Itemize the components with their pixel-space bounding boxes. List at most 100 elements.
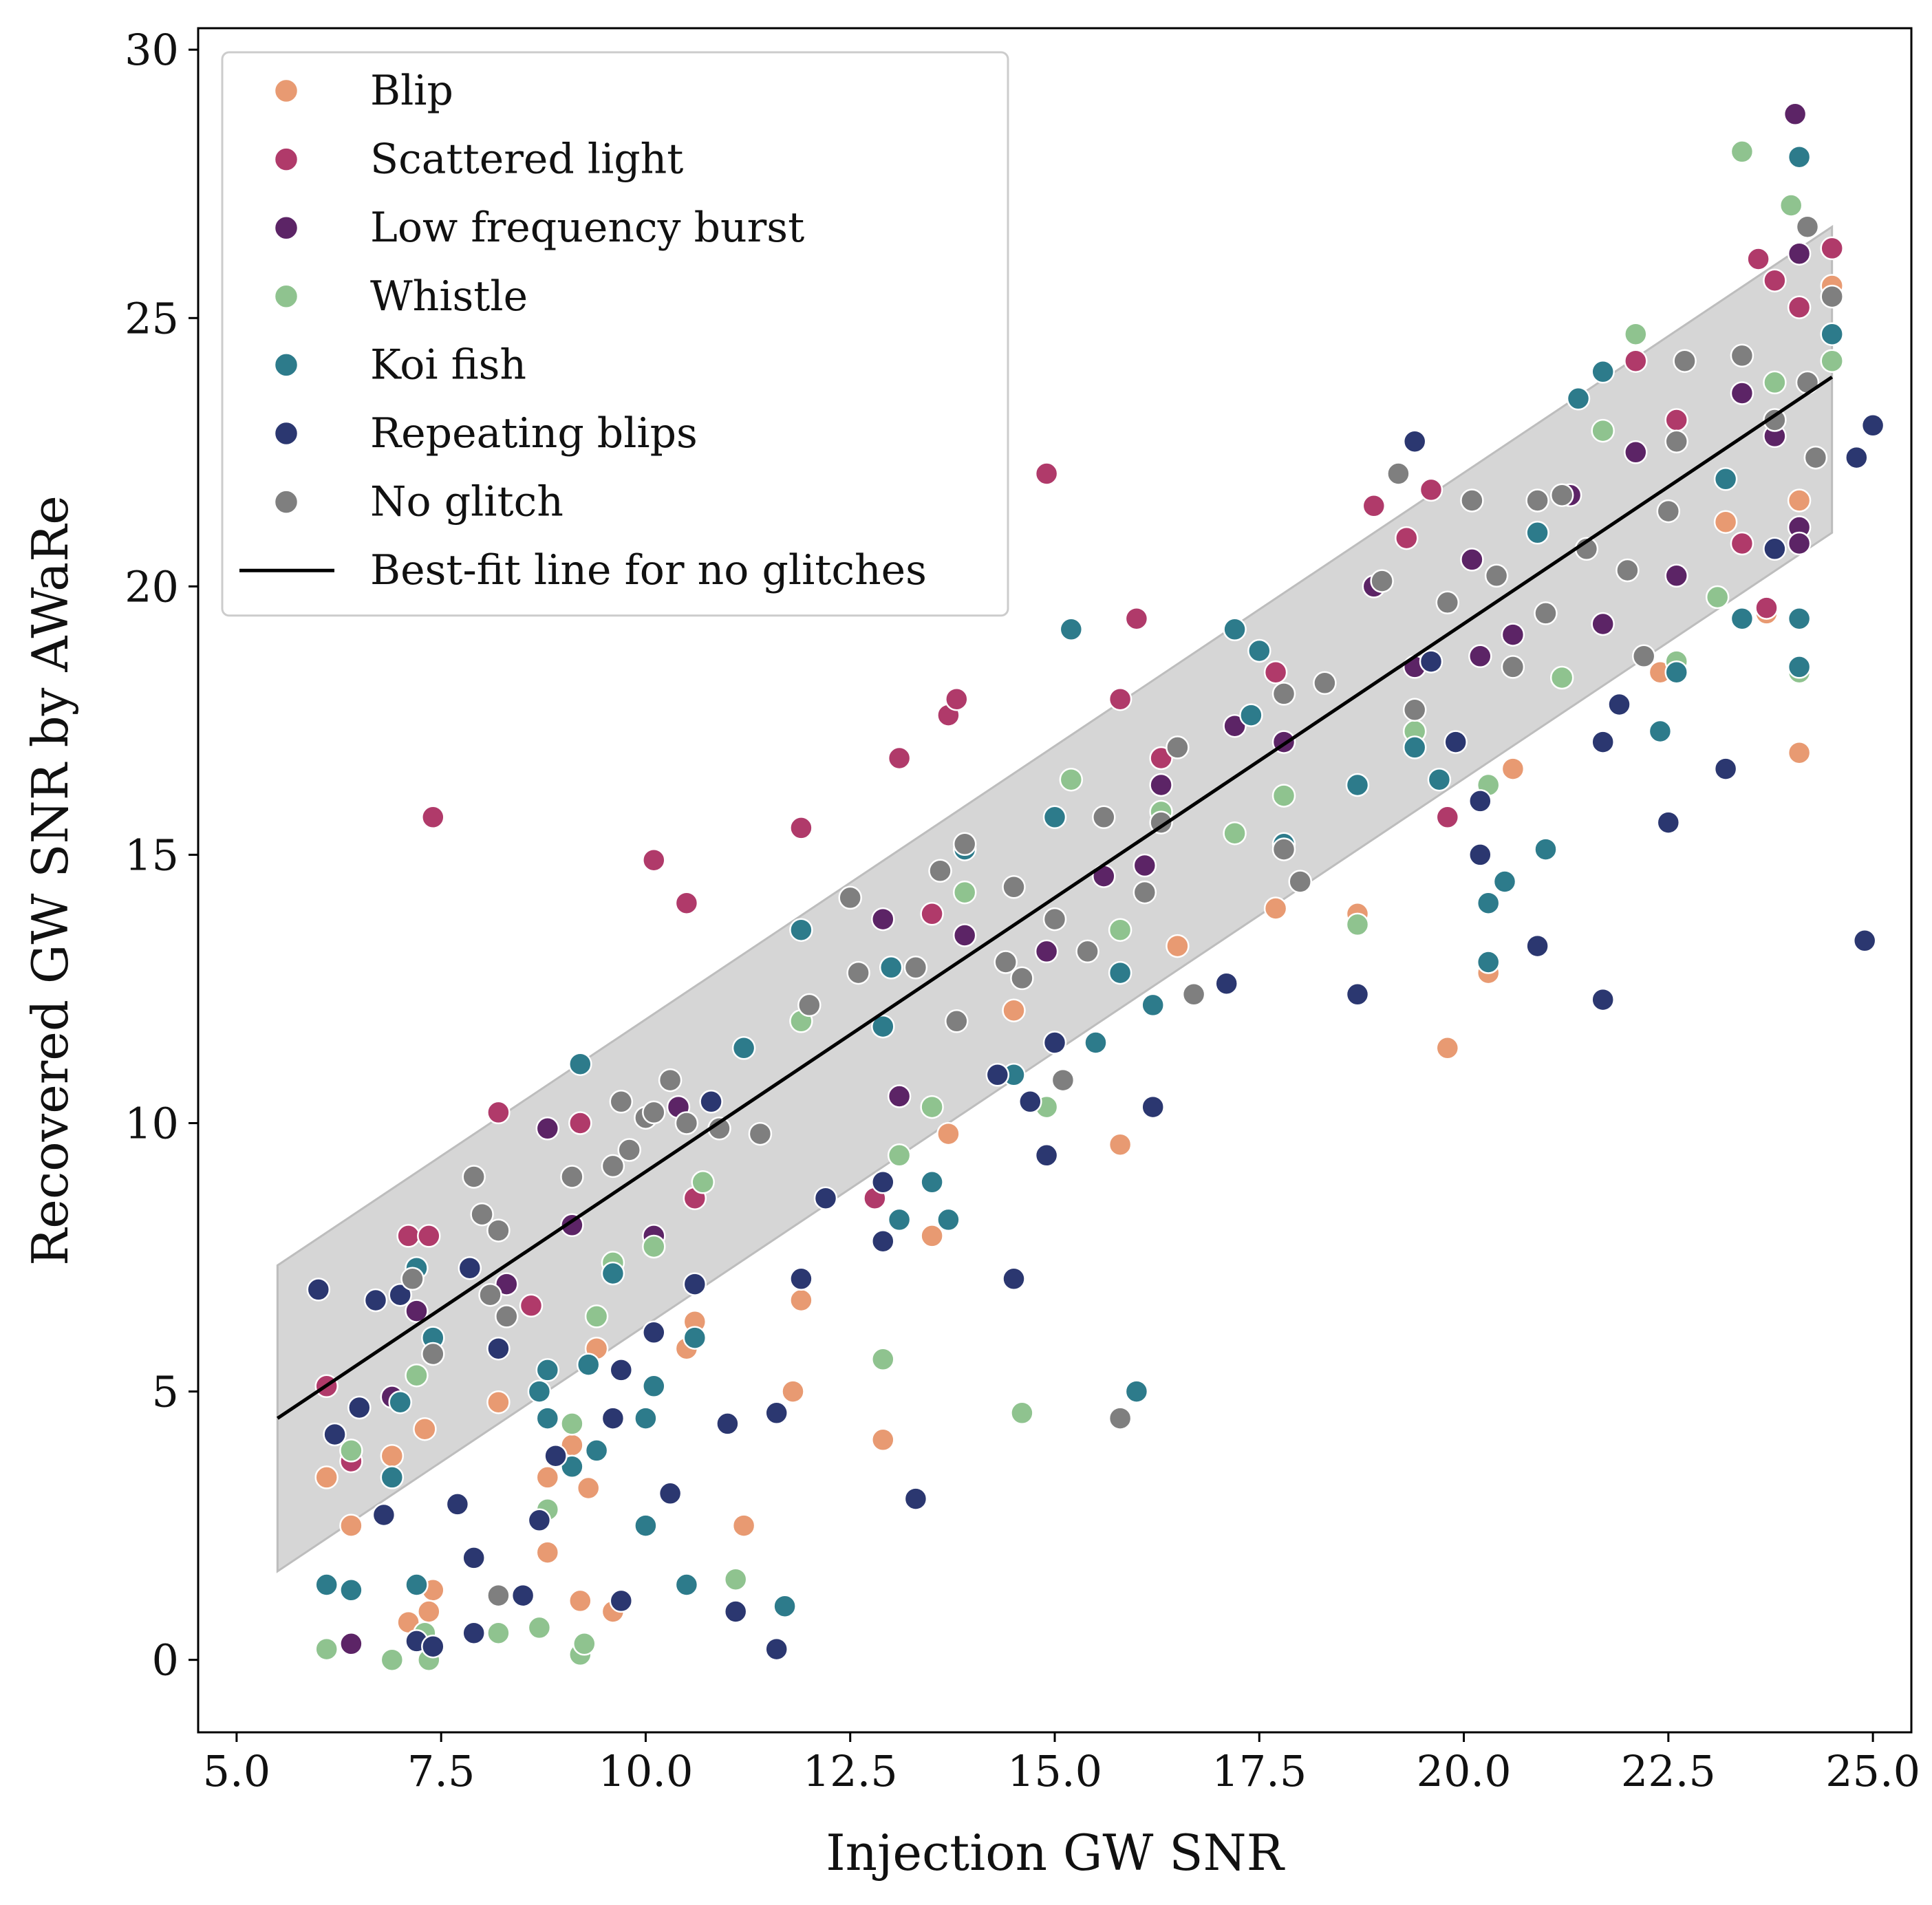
point-koi-fish bbox=[1648, 719, 1673, 744]
point-whistle bbox=[1271, 784, 1296, 808]
point-whistle bbox=[1010, 1401, 1034, 1425]
point-no-glitch bbox=[1460, 488, 1484, 513]
point-no-glitch bbox=[642, 1100, 666, 1125]
x-tick-label: 20.0 bbox=[1417, 1746, 1512, 1796]
legend-box bbox=[221, 51, 1009, 617]
point-no-glitch bbox=[1484, 563, 1509, 588]
point-repeating-blips bbox=[1845, 445, 1869, 470]
point-koi-fish bbox=[1787, 606, 1812, 631]
point-no-glitch bbox=[1525, 488, 1549, 513]
point-blip bbox=[413, 1417, 437, 1441]
legend-item-best-fit-line: Best-fit line for no glitches bbox=[239, 546, 927, 594]
point-blip bbox=[314, 1465, 339, 1489]
legend-label: Blip bbox=[370, 67, 453, 115]
point-scattered-light bbox=[789, 816, 813, 840]
point-whistle bbox=[691, 1170, 715, 1194]
point-repeating-blips bbox=[723, 1600, 748, 1624]
point-scattered-light bbox=[1754, 596, 1779, 620]
point-koi-fish bbox=[634, 1406, 658, 1430]
legend-item-whistle: Whistle bbox=[273, 272, 528, 321]
point-no-glitch bbox=[1664, 429, 1688, 453]
point-repeating-blips bbox=[813, 1186, 838, 1210]
point-scattered-light bbox=[1108, 687, 1133, 711]
point-scattered-light bbox=[674, 891, 699, 915]
point-no-glitch bbox=[1803, 445, 1828, 470]
point-no-glitch bbox=[1763, 408, 1787, 432]
point-koi-fish bbox=[789, 918, 813, 942]
point-no-glitch bbox=[1002, 875, 1026, 899]
point-repeating-blips bbox=[1042, 1031, 1067, 1055]
point-no-glitch bbox=[400, 1267, 425, 1291]
legend-marker bbox=[273, 78, 299, 104]
point-koi-fish bbox=[731, 1036, 756, 1060]
point-repeating-blips bbox=[699, 1090, 723, 1114]
x-tick-label: 7.5 bbox=[407, 1746, 475, 1796]
point-low-frequency-burst bbox=[1591, 612, 1615, 636]
point-koi-fish bbox=[1476, 891, 1501, 915]
legend-label: No glitch bbox=[370, 478, 564, 526]
point-low-frequency-burst bbox=[1133, 853, 1157, 878]
point-koi-fish bbox=[1427, 767, 1452, 792]
series-repeating-blips bbox=[306, 413, 1885, 1661]
point-blip bbox=[1263, 896, 1288, 921]
point-repeating-blips bbox=[871, 1170, 895, 1194]
point-scattered-light bbox=[1435, 805, 1460, 830]
point-no-glitch bbox=[1435, 590, 1460, 615]
point-whistle bbox=[380, 1648, 405, 1672]
best-fit-line bbox=[276, 376, 1834, 1420]
point-scattered-light bbox=[1664, 408, 1688, 432]
point-blip bbox=[871, 1428, 895, 1452]
point-no-glitch bbox=[1549, 483, 1574, 507]
point-blip bbox=[1108, 1132, 1133, 1156]
point-whistle bbox=[1059, 767, 1084, 792]
point-koi-fish bbox=[1345, 773, 1370, 797]
point-blip bbox=[731, 1514, 756, 1538]
point-whistle bbox=[405, 1363, 429, 1388]
point-blip bbox=[568, 1589, 592, 1613]
point-koi-fish bbox=[920, 1170, 944, 1194]
series-blip bbox=[314, 274, 1844, 1635]
point-low-frequency-burst bbox=[535, 1117, 560, 1141]
x-tick-label: 25.0 bbox=[1825, 1746, 1920, 1796]
point-scattered-light bbox=[1624, 349, 1648, 373]
point-whistle bbox=[527, 1615, 552, 1640]
point-whistle bbox=[642, 1234, 666, 1259]
point-no-glitch bbox=[1271, 682, 1296, 706]
point-repeating-blips bbox=[1591, 987, 1615, 1012]
point-whistle bbox=[1223, 821, 1247, 846]
point-scattered-light bbox=[1763, 268, 1787, 292]
point-scattered-light bbox=[1149, 746, 1173, 771]
point-repeating-blips bbox=[1141, 1095, 1165, 1119]
x-tick-label: 17.5 bbox=[1212, 1746, 1307, 1796]
point-koi-fish bbox=[535, 1358, 560, 1382]
point-repeating-blips bbox=[1525, 934, 1549, 958]
point-low-frequency-burst bbox=[1730, 381, 1754, 405]
point-low-frequency-burst bbox=[871, 907, 895, 932]
legend-item-no-glitch: No glitch bbox=[273, 478, 564, 526]
point-whistle bbox=[1705, 585, 1730, 610]
point-koi-fish bbox=[1059, 617, 1084, 642]
point-koi-fish bbox=[674, 1573, 699, 1597]
x-tick-label: 15.0 bbox=[1007, 1746, 1102, 1796]
point-repeating-blips bbox=[458, 1256, 482, 1280]
point-koi-fish bbox=[1591, 360, 1615, 384]
point-no-glitch bbox=[421, 1342, 445, 1366]
y-tick-label: 15 bbox=[125, 830, 179, 880]
legend-marker bbox=[273, 215, 299, 241]
point-whistle bbox=[723, 1567, 748, 1591]
point-low-frequency-burst bbox=[1501, 623, 1525, 647]
point-koi-fish bbox=[601, 1261, 625, 1286]
point-scattered-light bbox=[1263, 660, 1288, 685]
point-no-glitch bbox=[1656, 499, 1681, 524]
point-koi-fish bbox=[1713, 467, 1738, 491]
point-repeating-blips bbox=[789, 1267, 813, 1291]
x-tick-label: 22.5 bbox=[1621, 1746, 1716, 1796]
point-no-glitch bbox=[658, 1068, 683, 1093]
y-tick-label: 0 bbox=[152, 1635, 179, 1686]
point-repeating-blips bbox=[1214, 971, 1238, 995]
point-repeating-blips bbox=[1852, 929, 1877, 953]
point-blip bbox=[1435, 1036, 1460, 1060]
point-koi-fish bbox=[1566, 387, 1591, 411]
point-koi-fish bbox=[1664, 660, 1688, 685]
